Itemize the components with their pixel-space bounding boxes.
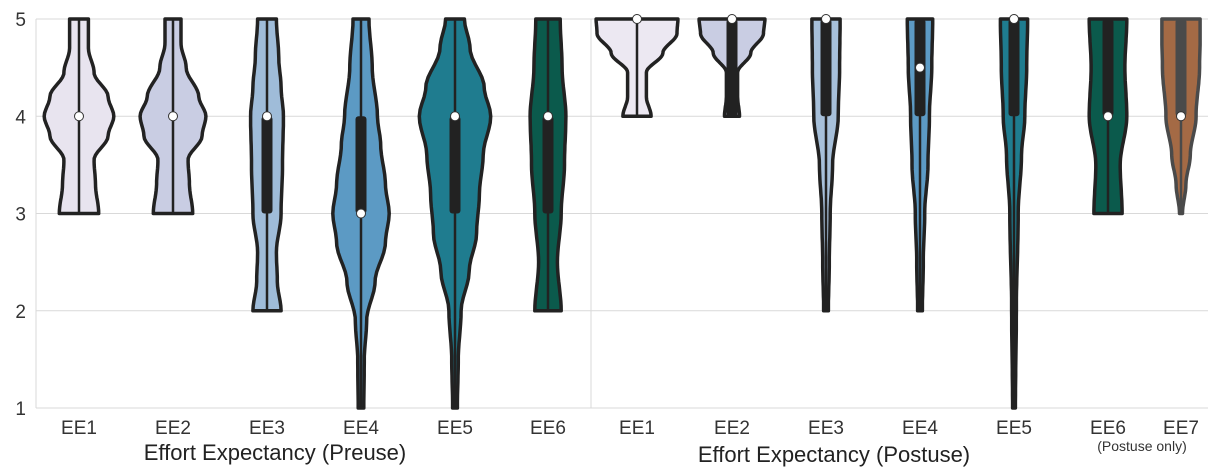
- y-tick-label: 5: [15, 10, 26, 31]
- iqr-box: [261, 116, 273, 214]
- group-label-postuse: Effort Expectancy (Postuse): [698, 442, 970, 467]
- x-tick-label-ee2: EE2: [714, 418, 750, 439]
- median-marker: [1009, 14, 1019, 24]
- grid-lines: [35, 18, 1208, 409]
- y-axis: 1 2 3 4 5: [15, 10, 26, 420]
- median-marker: [168, 111, 178, 122]
- y-tick-label: 1: [15, 399, 26, 420]
- iqr-box: [726, 19, 738, 117]
- y-tick-label: 3: [15, 205, 26, 226]
- y-tick-label: 2: [15, 302, 26, 323]
- x-tick-label-ee7: EE7: [1163, 418, 1199, 439]
- median-marker: [1103, 111, 1113, 122]
- iqr-box: [355, 116, 367, 214]
- x-tick-label-ee3: EE3: [249, 418, 285, 439]
- x-tick-label-ee6: EE6: [530, 418, 566, 439]
- median-marker: [821, 14, 831, 24]
- median-marker: [1176, 111, 1186, 122]
- x-tick-label-ee4: EE4: [343, 418, 379, 439]
- group-label-preuse: Effort Expectancy (Preuse): [144, 440, 407, 465]
- iqr-box: [449, 116, 461, 214]
- x-axis: EE1 EE2 EE3 EE4 EE5 EE6 EE1 EE2 EE3 EE4 EE5 EE6 EE7: [61, 418, 1199, 439]
- x-tick-label-ee1: EE1: [61, 418, 97, 439]
- iqr-box: [1008, 19, 1020, 117]
- x-tick-label-ee1: EE1: [619, 418, 655, 439]
- iqr-box: [820, 19, 832, 117]
- median-marker: [262, 111, 272, 122]
- ee7-note: (Postuse only): [1097, 438, 1186, 454]
- median-marker: [356, 208, 366, 219]
- x-tick-label-ee5: EE5: [437, 418, 473, 439]
- x-tick-label-ee5: EE5: [996, 418, 1032, 439]
- violin-plots: [42, 14, 1202, 410]
- median-marker: [450, 111, 460, 122]
- iqr-box: [1175, 19, 1187, 117]
- x-tick-label-ee6: EE6: [1090, 418, 1126, 439]
- x-tick-label-ee2: EE2: [155, 418, 191, 439]
- iqr-box: [1102, 19, 1114, 117]
- x-tick-label-ee4: EE4: [902, 418, 938, 439]
- iqr-box: [542, 116, 554, 214]
- median-marker: [727, 14, 737, 24]
- median-marker: [632, 14, 642, 24]
- median-marker: [74, 111, 84, 122]
- x-tick-label-ee3: EE3: [808, 418, 844, 439]
- median-marker: [543, 111, 553, 122]
- median-marker: [915, 62, 925, 73]
- y-tick-label: 4: [15, 107, 26, 128]
